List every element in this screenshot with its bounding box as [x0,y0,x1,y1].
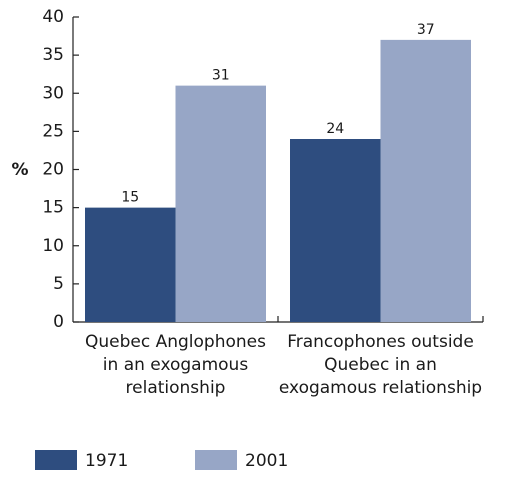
y-tick-label: 10 [42,236,64,256]
x-tick-label: Francophones outside Quebec in an exogamou… [279,332,482,398]
bar [380,39,471,322]
value-label: 37 [417,22,435,38]
y-tick-label: 25 [42,121,64,141]
value-label: 24 [326,121,344,137]
y-tick-label: 0 [53,312,64,332]
y-tick-label: 15 [42,198,64,218]
legend-swatch [195,450,237,470]
bar [85,207,176,322]
y-tick-label: 35 [42,45,64,65]
x-tick-label: Quebec Anglophones in an exogamous relatio… [85,332,266,398]
y-axis-label: % [11,160,28,180]
value-label: 15 [121,190,139,206]
bar [290,139,381,322]
legend-label: 2001 [245,451,288,471]
y-tick-label: 40 [42,7,64,27]
y-tick-label: 20 [42,160,64,180]
legend-label: 1971 [85,451,128,471]
value-label: 31 [212,68,230,84]
y-tick-label: 30 [42,83,64,103]
bar [175,85,266,322]
y-tick-label: 5 [53,274,64,294]
legend-swatch [35,450,77,470]
